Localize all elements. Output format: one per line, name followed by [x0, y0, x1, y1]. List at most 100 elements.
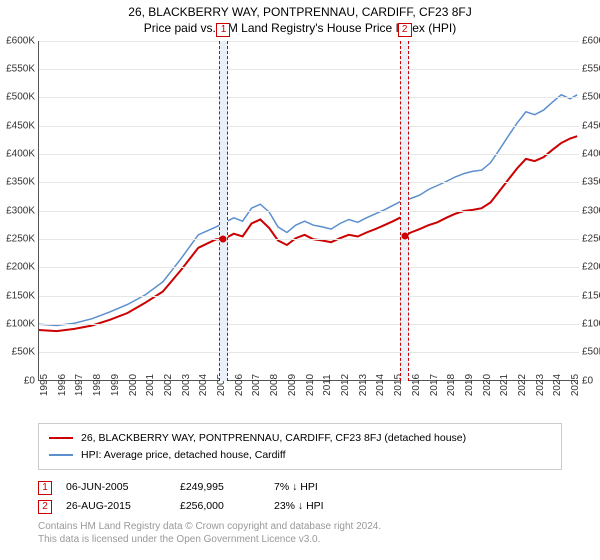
- x-axis-label: 2020: [482, 374, 493, 396]
- y-axis-label-left: £450K: [1, 120, 35, 131]
- y-axis-label-right: £150K: [582, 290, 600, 301]
- y-axis-label-left: £400K: [1, 149, 35, 160]
- page-subtitle: Price paid vs. HM Land Registry's House …: [0, 21, 600, 35]
- gridline: [39, 239, 579, 240]
- gridline: [39, 97, 579, 98]
- sales-date: 26-AUG-2015: [66, 497, 166, 516]
- x-axis-label: 2001: [145, 374, 156, 396]
- gridline: [39, 41, 579, 42]
- x-axis-label: 2007: [251, 374, 262, 396]
- x-axis-label: 2004: [198, 374, 209, 396]
- y-axis-label-right: £500K: [582, 92, 600, 103]
- sales-diff: 23% ↓ HPI: [274, 497, 344, 516]
- sales-row: 1 06-JUN-2005 £249,995 7% ↓ HPI: [38, 478, 562, 497]
- y-axis-label-left: £250K: [1, 234, 35, 245]
- y-axis-label-right: £300K: [582, 205, 600, 216]
- series-price_paid: [39, 136, 577, 331]
- sales-price: £256,000: [180, 497, 260, 516]
- gridline: [39, 126, 579, 127]
- y-axis-label-left: £150K: [1, 290, 35, 301]
- y-axis-label-right: £0: [582, 375, 600, 386]
- copyright-line-1: Contains HM Land Registry data © Crown c…: [38, 520, 562, 533]
- x-axis-label: 2000: [128, 374, 139, 396]
- plot-region: £0£0£50K£50K£100K£100K£150K£150K£200K£20…: [38, 41, 578, 381]
- x-axis-label: 2010: [305, 374, 316, 396]
- sales-date: 06-JUN-2005: [66, 478, 166, 497]
- x-axis-label: 2019: [464, 374, 475, 396]
- y-axis-label-right: £50K: [582, 347, 600, 358]
- sales-diff: 7% ↓ HPI: [274, 478, 344, 497]
- x-axis-label: 2022: [517, 374, 528, 396]
- sales-marker: 1: [38, 481, 52, 495]
- x-axis-label: 2013: [358, 374, 369, 396]
- y-axis-label-right: £600K: [582, 35, 600, 46]
- y-axis-label-left: £200K: [1, 262, 35, 273]
- x-axis-label: 2008: [269, 374, 280, 396]
- sale-band: [400, 41, 409, 381]
- y-axis-label-left: £600K: [1, 35, 35, 46]
- x-axis-label: 2002: [163, 374, 174, 396]
- sales-marker: 2: [38, 500, 52, 514]
- sales-price: £249,995: [180, 478, 260, 497]
- y-axis-label-right: £100K: [582, 319, 600, 330]
- x-axis-label: 1995: [39, 374, 50, 396]
- y-axis-label-left: £300K: [1, 205, 35, 216]
- x-axis-label: 2011: [322, 374, 333, 396]
- y-axis-label-left: £50K: [1, 347, 35, 358]
- gridline: [39, 352, 579, 353]
- x-axis-label: 2018: [446, 374, 457, 396]
- x-axis-label: 2003: [181, 374, 192, 396]
- y-axis-label-right: £200K: [582, 262, 600, 273]
- sale-marker-box: 2: [398, 23, 412, 37]
- legend-swatch: [49, 454, 73, 456]
- x-axis-label: 1999: [110, 374, 121, 396]
- sales-table: 1 06-JUN-2005 £249,995 7% ↓ HPI 2 26-AUG-2015…: [38, 478, 562, 516]
- x-axis-label: 2017: [429, 374, 440, 396]
- x-axis-label: 2021: [499, 374, 510, 396]
- y-axis-label-right: £350K: [582, 177, 600, 188]
- x-axis-label: 1996: [57, 374, 68, 396]
- x-axis-label: 2016: [411, 374, 422, 396]
- y-axis-label-left: £500K: [1, 92, 35, 103]
- y-axis-label-left: £350K: [1, 177, 35, 188]
- x-axis-label: 1997: [74, 374, 85, 396]
- y-axis-label-right: £450K: [582, 120, 600, 131]
- gridline: [39, 296, 579, 297]
- x-axis-label: 2025: [570, 374, 581, 396]
- y-axis-label-right: £400K: [582, 149, 600, 160]
- legend-label: HPI: Average price, detached house, Card…: [81, 447, 286, 464]
- gridline: [39, 267, 579, 268]
- sale-dot: [220, 236, 227, 243]
- legend-row: 26, BLACKBERRY WAY, PONTPRENNAU, CARDIFF…: [49, 430, 551, 447]
- y-axis-label-right: £550K: [582, 64, 600, 75]
- y-axis-label-left: £550K: [1, 64, 35, 75]
- legend-label: 26, BLACKBERRY WAY, PONTPRENNAU, CARDIFF…: [81, 430, 466, 447]
- copyright: Contains HM Land Registry data © Crown c…: [38, 520, 562, 546]
- y-axis-label-right: £250K: [582, 234, 600, 245]
- x-axis-label: 2012: [340, 374, 351, 396]
- legend-row: HPI: Average price, detached house, Card…: [49, 447, 551, 464]
- page-title: 26, BLACKBERRY WAY, PONTPRENNAU, CARDIFF…: [0, 0, 600, 21]
- gridline: [39, 182, 579, 183]
- x-axis-label: 2023: [535, 374, 546, 396]
- sale-band: [219, 41, 228, 381]
- x-axis-label: 2009: [287, 374, 298, 396]
- copyright-line-2: This data is licensed under the Open Gov…: [38, 533, 562, 546]
- gridline: [39, 211, 579, 212]
- x-axis-label: 1998: [92, 374, 103, 396]
- x-axis-label: 2014: [375, 374, 386, 396]
- sale-dot: [401, 232, 408, 239]
- legend: 26, BLACKBERRY WAY, PONTPRENNAU, CARDIFF…: [38, 423, 562, 471]
- x-axis-label: 2024: [552, 374, 563, 396]
- sales-row: 2 26-AUG-2015 £256,000 23% ↓ HPI: [38, 497, 562, 516]
- x-axis-label: 2006: [234, 374, 245, 396]
- sale-marker-box: 1: [216, 23, 230, 37]
- y-axis-label-left: £100K: [1, 319, 35, 330]
- chart-area: £0£0£50K£50K£100K£100K£150K£150K£200K£20…: [38, 41, 598, 401]
- legend-swatch: [49, 437, 73, 439]
- gridline: [39, 324, 579, 325]
- gridline: [39, 154, 579, 155]
- gridline: [39, 69, 579, 70]
- y-axis-label-left: £0: [1, 375, 35, 386]
- page-root: 26, BLACKBERRY WAY, PONTPRENNAU, CARDIFF…: [0, 0, 600, 560]
